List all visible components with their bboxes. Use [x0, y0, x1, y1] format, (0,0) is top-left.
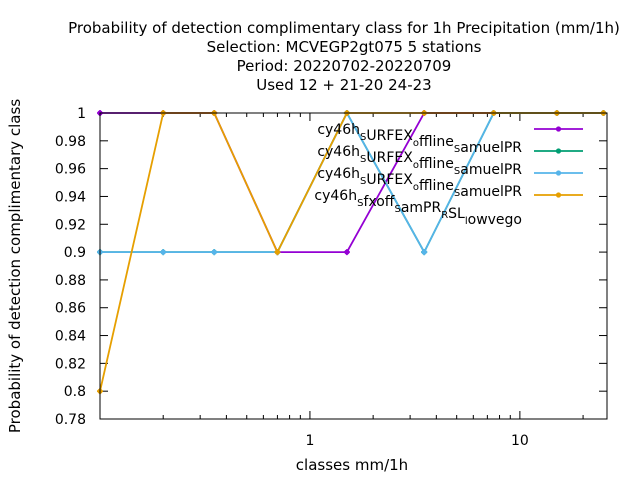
y-tick-label: 0.92: [55, 217, 86, 233]
series-3-point-dot: [160, 249, 166, 255]
y-tick-label: 0.82: [55, 356, 86, 372]
plot-frame: [99, 112, 608, 420]
x-tick-label: 10: [511, 433, 529, 449]
y-tick-label: 0.84: [55, 329, 86, 345]
legend-marker-1: [555, 126, 562, 132]
y-tick-label: 0.94: [55, 189, 86, 205]
series-4-point-dot: [274, 249, 281, 255]
y-tick-label: 0.88: [55, 273, 86, 289]
legend-marker-4: [555, 192, 562, 198]
legend-marker-3: [555, 170, 562, 176]
x-tick-label: 1: [305, 433, 314, 449]
y-tick-label: 1: [77, 106, 86, 122]
title-line-3: Period: 20220702-20220709: [237, 57, 452, 75]
legend-label-2: cy46hSURFEXofflineSamuelPR: [317, 144, 522, 178]
legend: cy46hSURFEXofflineSamuelPRcy46hSURFEXoff…: [314, 122, 583, 228]
x-axis-label: classes mm/1h: [296, 456, 408, 474]
y-tick-label: 0.78: [55, 412, 86, 428]
title-line-4: Used 12 + 21-20 24-23: [256, 76, 431, 94]
y-axis-label: Probability of detection complimentary c…: [6, 99, 24, 433]
legend-label-3: cy46hSURFEXofflineSamuelPR: [317, 166, 522, 200]
series-3-point-dot: [211, 249, 217, 255]
y-tick-label: 0.86: [55, 301, 86, 317]
y-tick-label: 0.96: [55, 162, 86, 178]
y-tick-label: 0.98: [55, 134, 86, 150]
series-1-point-dot: [344, 249, 350, 255]
chart-title: Probability of detection complimentary c…: [68, 19, 620, 94]
title-line-1: Probability of detection complimentary c…: [68, 19, 620, 37]
legend-label-1: cy46hSURFEXofflineSamuelPR: [317, 122, 522, 156]
legend-marker-2: [555, 148, 562, 154]
y-tick-label: 0.9: [64, 245, 86, 261]
legend-label-4: cy46hSfxoffSamPRRSLlowvego: [314, 188, 522, 228]
y-tick-label: 0.8: [64, 384, 86, 400]
series-3-point-dot: [421, 249, 427, 255]
title-line-2: Selection: MCVEGP2gt075 5 stations: [207, 38, 482, 56]
x-axis-ticks: 1 10: [99, 113, 584, 449]
